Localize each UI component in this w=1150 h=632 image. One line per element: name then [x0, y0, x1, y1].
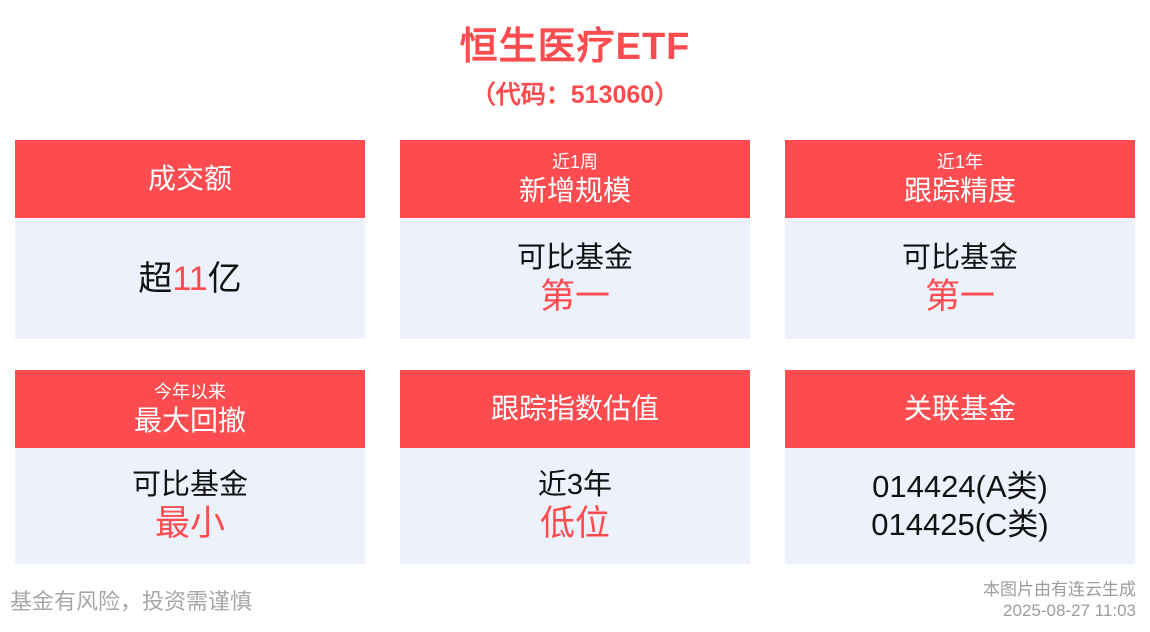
turnover-value-prefix: 超 [138, 259, 173, 298]
fund-code-a-class: 014424(A类) [872, 469, 1048, 504]
card-index-valuation: 跟踪指数估值 近3年 低位 [400, 370, 750, 564]
risk-disclaimer: 基金有风险，投资需谨慎 [10, 589, 253, 614]
valuation-level: 低位 [539, 504, 610, 543]
card-max-drawdown-header: 今年以来 最大回撤 [15, 370, 365, 448]
card-turnover-header: 成交额 [15, 140, 365, 218]
card-header-label: 新增规模 [518, 174, 631, 206]
comparable-fund-label: 可比基金 [516, 241, 633, 274]
card-turnover: 成交额 超11亿 [15, 140, 365, 339]
card-related-funds-body: 014424(A类) 014425(C类) [785, 448, 1135, 564]
turnover-value-number: 11 [172, 259, 208, 298]
comparable-fund-label: 可比基金 [901, 241, 1018, 274]
card-new-scale-body: 可比基金 第一 [400, 218, 750, 339]
card-tracking-precision-header: 近1年 跟踪精度 [785, 140, 1135, 218]
card-tracking-precision-body: 可比基金 第一 [785, 218, 1135, 339]
stat-card-grid: 成交额 超11亿 近1周 新增规模 可比基金 第一 近1年 跟踪精度 可比基金 … [15, 140, 1135, 564]
card-related-funds: 关联基金 014424(A类) 014425(C类) [785, 370, 1135, 564]
card-header-period: 今年以来 [154, 381, 226, 402]
card-max-drawdown: 今年以来 最大回撤 可比基金 最小 [15, 370, 365, 564]
card-header-label: 跟踪精度 [903, 174, 1016, 206]
card-related-funds-header: 关联基金 [785, 370, 1135, 448]
image-credit: 本图片由有连云生成 2025-08-27 11:03 [983, 579, 1136, 621]
period-label: 近3年 [537, 469, 613, 501]
card-tracking-precision: 近1年 跟踪精度 可比基金 第一 [785, 140, 1135, 339]
page-title: 恒生医疗ETF [459, 26, 691, 68]
card-new-scale: 近1周 新增规模 可比基金 第一 [400, 140, 750, 339]
card-turnover-body: 超11亿 [15, 218, 365, 339]
rank-value: 第一 [539, 276, 610, 316]
comparable-fund-label: 可比基金 [131, 469, 248, 501]
fund-code-subtitle: （代码：513060） [470, 81, 680, 109]
rank-value: 第一 [924, 276, 995, 316]
credit-source: 本图片由有连云生成 [983, 580, 1136, 599]
card-header-label: 最大回撤 [133, 404, 246, 436]
rank-value: 最小 [154, 504, 225, 543]
credit-timestamp: 2025-08-27 11:03 [1003, 601, 1136, 620]
card-index-valuation-body: 近3年 低位 [400, 448, 750, 564]
fund-code-c-class: 014425(C类) [871, 507, 1049, 542]
card-max-drawdown-body: 可比基金 最小 [15, 448, 365, 564]
card-index-valuation-header: 跟踪指数估值 [400, 370, 750, 448]
turnover-value: 超11亿 [138, 258, 241, 300]
card-new-scale-header: 近1周 新增规模 [400, 140, 750, 218]
card-header-label: 跟踪指数估值 [490, 393, 659, 424]
card-header-period: 近1年 [936, 151, 983, 172]
card-header-period: 近1周 [551, 151, 598, 172]
card-header-label: 成交额 [147, 163, 232, 194]
turnover-value-suffix: 亿 [207, 259, 242, 298]
card-header-label: 关联基金 [903, 393, 1016, 424]
